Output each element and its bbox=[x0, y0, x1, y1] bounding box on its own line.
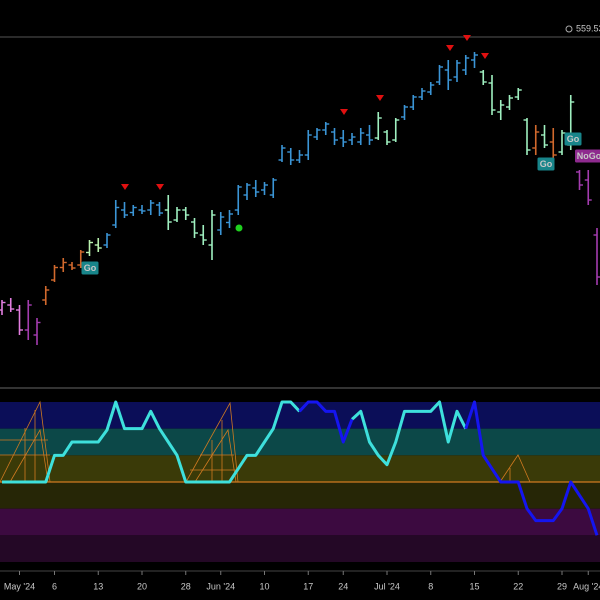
squeeze-wedges bbox=[0, 400, 531, 483]
annotations: Go Go Go NoGo bbox=[81, 132, 600, 275]
x-tick-label: 8 bbox=[428, 581, 433, 591]
marker bbox=[463, 35, 471, 41]
x-tick-label: 15 bbox=[469, 581, 479, 591]
price-icon bbox=[565, 25, 573, 33]
marker bbox=[446, 45, 454, 51]
marker bbox=[376, 95, 384, 101]
marker bbox=[340, 109, 348, 115]
x-tick-label: 20 bbox=[137, 581, 147, 591]
band bbox=[0, 402, 600, 429]
band bbox=[0, 482, 600, 509]
oscillator-line bbox=[2, 400, 468, 484]
x-tick-label: 22 bbox=[513, 581, 523, 591]
marker bbox=[481, 53, 489, 59]
x-tick-label: 29 bbox=[557, 581, 567, 591]
marker bbox=[121, 184, 129, 190]
x-tick-label: 13 bbox=[93, 581, 103, 591]
countertrend-markers bbox=[121, 35, 489, 190]
signal-box bbox=[81, 261, 99, 275]
reentry-dot bbox=[235, 224, 243, 232]
x-tick-label: 6 bbox=[52, 581, 57, 591]
price-marker: 559.53 bbox=[576, 23, 600, 33]
wedge bbox=[194, 428, 237, 483]
wedge bbox=[185, 401, 239, 483]
x-tick-label: 24 bbox=[338, 581, 348, 591]
x-tick-label: 10 bbox=[259, 581, 269, 591]
x-tick-label: Aug '24 bbox=[573, 581, 600, 591]
band bbox=[0, 508, 600, 536]
x-tick-label: 17 bbox=[303, 581, 313, 591]
signal-label: Go bbox=[567, 134, 580, 144]
signal-label: NoGo bbox=[577, 151, 600, 161]
signal-label: Go bbox=[84, 263, 97, 273]
x-tick-label: 28 bbox=[181, 581, 191, 591]
band bbox=[0, 455, 600, 482]
price-bars bbox=[0, 52, 600, 345]
signal-box bbox=[575, 149, 600, 163]
signal-box bbox=[564, 132, 582, 146]
x-tick-label: Jun '24 bbox=[206, 581, 235, 591]
band bbox=[0, 535, 600, 562]
signal-box bbox=[537, 157, 555, 171]
wedge bbox=[9, 428, 49, 483]
wedge bbox=[499, 454, 531, 483]
x-tick-label: May '24 bbox=[4, 581, 35, 591]
x-tick-label: Jul '24 bbox=[374, 581, 400, 591]
signal-label: Go bbox=[540, 159, 553, 169]
marker bbox=[156, 184, 164, 190]
oscillator bbox=[0, 400, 600, 536]
oscillator-bands bbox=[0, 402, 600, 562]
x-axis: May '24 6 13 20 28 Jun '24 10 17 24 Jul '24 8 15 22 2… bbox=[4, 571, 600, 591]
oscillator-line bbox=[298, 400, 599, 536]
